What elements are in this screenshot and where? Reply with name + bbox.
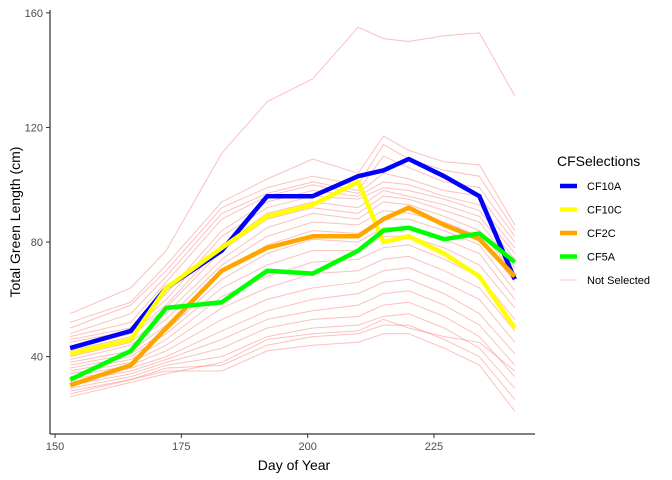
- not-selected-series-line: [70, 143, 516, 329]
- not-selected-series-line: [70, 333, 516, 412]
- selected-series-group: [69, 156, 517, 388]
- series-line-cf10c: [69, 179, 517, 356]
- not-selected-series-line: [70, 318, 516, 398]
- series-line-cf2c: [69, 205, 517, 388]
- legend-label: Not Selected: [587, 275, 650, 287]
- not-selected-series-line: [70, 324, 516, 400]
- y-tick-label: 80: [31, 237, 43, 249]
- x-tick-label: 200: [298, 441, 316, 453]
- y-tick-label: 120: [25, 122, 43, 134]
- x-axis-ticks: 150 175 200 225: [46, 434, 443, 453]
- x-tick-label: 150: [46, 441, 64, 453]
- legend-label: CF5A: [587, 252, 616, 264]
- y-axis-title: Total Green Length (cm): [7, 147, 23, 298]
- not-selected-series-line: [70, 218, 516, 363]
- not-selected-series-line: [70, 290, 516, 383]
- not-selected-series-line: [70, 172, 516, 338]
- y-tick-label: 160: [25, 8, 43, 20]
- y-axis-ticks: 40 80 120 160: [25, 8, 50, 364]
- not-selected-series-line: [70, 209, 516, 360]
- not-selected-series-line: [70, 301, 516, 386]
- not-selected-series-line: [70, 187, 516, 343]
- x-tick-label: 225: [425, 441, 443, 453]
- not-selected-series-line: [70, 313, 516, 389]
- not-selected-series-line: [70, 189, 516, 349]
- not-selected-series-line: [70, 235, 516, 369]
- legend-title: CFSelections: [557, 153, 640, 169]
- not-selected-series-line: [70, 255, 516, 375]
- background-series-group: [70, 26, 516, 412]
- legend-label: CF10A: [587, 181, 622, 193]
- not-selected-series-line: [70, 278, 516, 381]
- not-selected-series-line: [70, 26, 516, 315]
- legend-label: CF2C: [587, 228, 616, 240]
- series-line-cf5a: [69, 225, 517, 382]
- not-selected-series-line: [70, 135, 516, 323]
- legend: CFSelections CF10A CF10C CF2C CF5A Not Selec…: [557, 153, 650, 287]
- y-tick-label: 40: [31, 352, 43, 364]
- not-selected-series-line: [70, 267, 516, 378]
- legend-label: CF10C: [587, 205, 622, 217]
- x-axis-title: Day of Year: [258, 457, 331, 473]
- x-tick-label: 175: [172, 441, 190, 453]
